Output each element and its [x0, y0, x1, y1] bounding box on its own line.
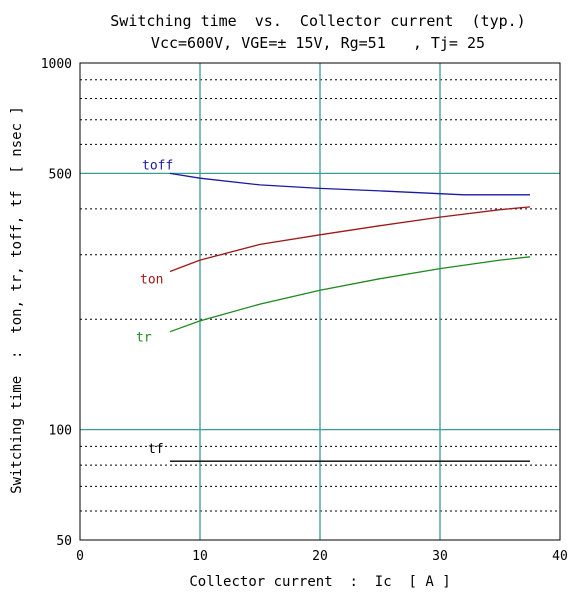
- x-tick-label: 40: [552, 549, 568, 564]
- series-label-ton: ton: [140, 272, 163, 287]
- series-label-tr: tr: [136, 331, 152, 346]
- x-tick-label: 0: [76, 549, 84, 564]
- y-tick-label: 500: [49, 167, 72, 182]
- chart-title: Switching time vs. Collector current (ty…: [110, 12, 525, 30]
- series-line-toff: [169, 172, 530, 196]
- x-tick-label: 10: [192, 549, 208, 564]
- series-label-tf: tf: [148, 442, 164, 457]
- series-lines: [169, 172, 531, 462]
- major-grid: [80, 63, 560, 540]
- series-line-ton: [169, 206, 531, 273]
- series-line-tr: [169, 256, 531, 333]
- y-tick-label: 50: [56, 534, 72, 549]
- chart-subtitle: Vcc=600V, VGE=± 15V, Rg=51 , Tj= 25: [151, 34, 485, 52]
- y-axis-label: Switching time : ton, tr, toff, tf [ nse…: [9, 106, 25, 494]
- series-label-toff: toff: [142, 158, 173, 173]
- y-tick-labels: 50 100 500 1000: [41, 57, 72, 549]
- plot-frame: [79, 62, 561, 541]
- y-tick-label: 1000: [41, 57, 72, 72]
- x-tick-label: 30: [432, 549, 448, 564]
- y-tick-label: 100: [49, 424, 72, 439]
- x-tick-label: 20: [312, 549, 328, 564]
- series-labels: toff ton tr tf: [136, 158, 173, 457]
- x-tick-labels: 0 10 20 30 40: [76, 549, 568, 564]
- x-axis-label: Collector current : Ic [ A ]: [189, 574, 450, 590]
